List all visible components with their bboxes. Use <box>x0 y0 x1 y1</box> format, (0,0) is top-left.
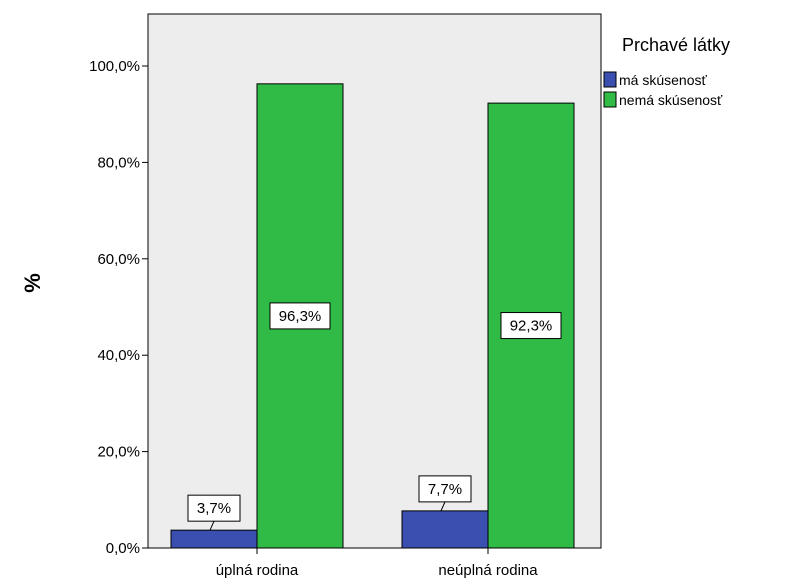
y-tick-label: 20,0% <box>97 444 140 461</box>
bar <box>401 510 489 549</box>
y-axis-label: % <box>20 273 45 293</box>
label-leader <box>209 520 215 531</box>
x-axis: úplná rodina neúplná rodina <box>216 548 538 579</box>
legend-swatch <box>603 71 617 88</box>
label-leader <box>440 501 446 512</box>
data-label: 96,3% <box>279 308 322 325</box>
data-label: 3,7% <box>197 500 231 517</box>
legend-entry: má skúsenosť <box>619 72 707 88</box>
legend-entry: nemá skúsenosť <box>619 92 723 108</box>
y-axis: 0,0% 20,0% 40,0% 60,0% 80,0% 100,0% <box>89 58 148 557</box>
y-tick-label: 0,0% <box>106 540 140 557</box>
data-label: 92,3% <box>510 318 553 335</box>
y-tick-label: 40,0% <box>97 347 140 364</box>
data-label-box <box>269 302 331 330</box>
x-tick-label: úplná rodina <box>216 562 299 579</box>
legend-swatch <box>603 91 617 108</box>
data-label: 7,7% <box>428 481 462 498</box>
x-tick-label: neúplná rodina <box>438 562 538 579</box>
legend-title: Prchavé látky <box>622 35 730 55</box>
data-label-box <box>500 312 562 340</box>
y-tick-label: 60,0% <box>97 251 140 268</box>
bar <box>170 529 258 549</box>
data-labels-group: 3,7% 96,3% 7,7% 92,3% <box>187 302 562 531</box>
y-tick-label: 80,0% <box>97 154 140 171</box>
legend: Prchavé látky má skúsenosť nemá skúsenosť <box>603 35 730 108</box>
data-label-box <box>418 475 472 503</box>
data-label-box <box>187 494 241 522</box>
y-tick-label: 100,0% <box>89 58 140 75</box>
